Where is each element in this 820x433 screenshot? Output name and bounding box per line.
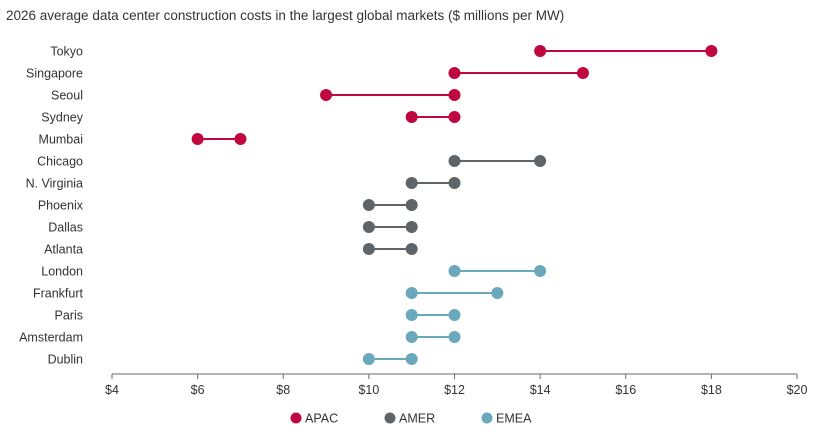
low-point <box>191 133 204 145</box>
category-label: Tokyo <box>50 45 83 59</box>
high-point <box>448 309 461 321</box>
high-point <box>448 331 461 343</box>
category-label: London <box>41 265 83 279</box>
chart-title: 2026 average data center construction co… <box>6 8 564 23</box>
low-point <box>448 67 461 79</box>
high-point <box>234 133 247 145</box>
high-point <box>534 155 547 167</box>
category-label: Singapore <box>26 67 83 81</box>
x-tick-label: $6 <box>191 383 205 397</box>
category-label: Paris <box>55 309 83 323</box>
x-tick-label: $10 <box>358 383 379 397</box>
low-point <box>362 199 375 211</box>
row-tokyo: Tokyo <box>50 45 718 59</box>
x-tick-label: $8 <box>276 383 290 397</box>
legend-item-apac: APAC <box>290 412 338 426</box>
high-point <box>576 67 589 79</box>
row-amsterdam: Amsterdam <box>19 331 461 345</box>
low-point <box>320 89 333 101</box>
high-point <box>448 177 461 189</box>
category-label: Mumbai <box>39 133 83 147</box>
legend-label: AMER <box>399 412 435 426</box>
x-tick-label: $14 <box>530 383 551 397</box>
row-phoenix: Phoenix <box>38 199 418 213</box>
high-point <box>448 89 461 101</box>
category-label: N. Virginia <box>26 177 83 191</box>
legend-item-emea: EMEA <box>481 412 532 426</box>
row-chicago: Chicago <box>37 155 547 169</box>
category-label: Dallas <box>48 221 83 235</box>
legend: APAC AMER EMEA <box>290 412 532 426</box>
category-label: Dublin <box>48 353 83 367</box>
high-point <box>491 287 504 299</box>
low-point <box>405 331 418 343</box>
low-point <box>405 287 418 299</box>
category-label: Chicago <box>37 155 83 169</box>
x-tick-label: $20 <box>787 383 808 397</box>
row-mumbai: Mumbai <box>39 133 247 147</box>
low-point <box>362 243 375 255</box>
low-point <box>362 353 375 365</box>
legend-label: EMEA <box>496 412 532 426</box>
legend-marker <box>481 412 493 424</box>
low-point <box>405 111 418 123</box>
row-london: London <box>41 265 547 279</box>
low-point <box>405 309 418 321</box>
high-point <box>405 243 418 255</box>
high-point <box>405 353 418 365</box>
legend-label: APAC <box>305 412 338 426</box>
row-frankfurt: Frankfurt <box>33 287 504 301</box>
x-tick-label: $18 <box>701 383 722 397</box>
category-label: Seoul <box>51 89 83 103</box>
high-point <box>534 265 547 277</box>
low-point <box>362 221 375 233</box>
category-label: Atlanta <box>44 243 83 257</box>
row-atlanta: Atlanta <box>44 243 418 257</box>
x-tick-label: $4 <box>105 383 119 397</box>
chart-rows: Tokyo Singapore Seoul Sydney Mumbai Chicago N.… <box>19 45 718 367</box>
row-singapore: Singapore <box>26 67 589 81</box>
x-tick-label: $16 <box>615 383 636 397</box>
legend-marker <box>290 412 302 424</box>
high-point <box>705 45 718 57</box>
category-label: Amsterdam <box>19 331 83 345</box>
category-label: Phoenix <box>38 199 84 213</box>
x-axis-ticks: $4 $6 $8 $10 $12 $14 $16 $18 $20 <box>105 374 807 397</box>
low-point <box>448 155 461 167</box>
row-dallas: Dallas <box>48 221 418 235</box>
high-point <box>405 199 418 211</box>
low-point <box>448 265 461 277</box>
row-sydney: Sydney <box>41 111 461 125</box>
category-label: Sydney <box>41 111 83 125</box>
row-n-virginia: N. Virginia <box>26 177 461 191</box>
low-point <box>405 177 418 189</box>
high-point <box>405 221 418 233</box>
row-seoul: Seoul <box>51 89 461 103</box>
row-paris: Paris <box>55 309 461 323</box>
x-tick-label: $12 <box>444 383 465 397</box>
high-point <box>448 111 461 123</box>
row-dublin: Dublin <box>48 353 418 367</box>
legend-item-amer: AMER <box>384 412 435 426</box>
low-point <box>534 45 547 57</box>
legend-marker <box>384 412 396 424</box>
category-label: Frankfurt <box>33 287 84 301</box>
